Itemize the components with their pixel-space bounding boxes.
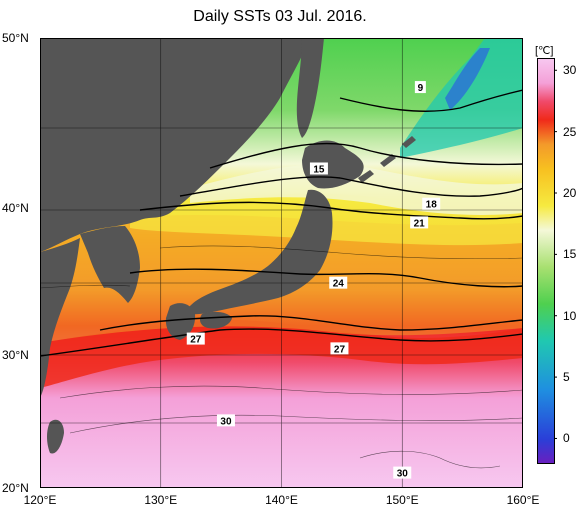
isotherm-lines — [40, 89, 523, 357]
land-shikoku — [200, 311, 232, 329]
land-korea — [80, 226, 140, 303]
lat-label: 20°N — [2, 481, 29, 495]
lon-label: 120°E — [23, 493, 57, 507]
colorbar-fill — [537, 58, 555, 464]
colorbar — [537, 58, 557, 464]
contour-label: 18 — [422, 197, 441, 211]
isotherm-lines-thin — [40, 245, 523, 469]
lon-label: 130°E — [144, 493, 178, 507]
coldest-water-patch — [445, 48, 490, 110]
land-kyushu — [165, 303, 196, 340]
colorbar-tick-marks — [554, 69, 557, 439]
lon-label: 140°E — [265, 493, 298, 507]
lat-label: 30°N — [2, 348, 29, 363]
lat-label: 40°N — [2, 201, 29, 216]
colorbar-tick-label: 15 — [563, 247, 577, 262]
colorbar-tick-label: 20 — [563, 186, 577, 200]
land-kuril-islands — [358, 136, 416, 183]
contour-label-text: 9 — [418, 83, 424, 94]
colorbar-tick-label: 0 — [563, 431, 570, 446]
colorbar-unit: [℃] — [535, 45, 554, 57]
contour-label: 27 — [186, 332, 205, 346]
lat-label: 50°N — [2, 31, 29, 45]
contour-label: 9 — [414, 81, 426, 94]
contour-label: 15 — [309, 162, 328, 175]
contour-label: 24 — [329, 276, 348, 290]
land-asia — [40, 38, 310, 252]
contour-label-text: 27 — [334, 344, 346, 355]
land-sakhalin — [296, 38, 324, 138]
lon-label: 160°E — [506, 493, 540, 507]
colorbar-tick-label: 30 — [563, 63, 577, 78]
contour-label: 30 — [216, 414, 235, 427]
colorbar-tick-label: 25 — [563, 124, 577, 139]
land-taiwan — [47, 419, 64, 454]
contour-label-text: 18 — [426, 200, 438, 211]
map-title: Daily SSTs 03 Jul. 2016. — [193, 8, 367, 25]
contour-label-text: 21 — [414, 218, 426, 229]
contour-label-text: 27 — [190, 335, 202, 346]
contour-label-text: 30 — [220, 416, 232, 427]
land-china-coast — [40, 238, 80, 398]
colorbar-tick-label: 5 — [563, 370, 570, 385]
lon-label: 150°E — [385, 493, 419, 507]
contour-label: 30 — [393, 466, 412, 480]
contour-label-text: 30 — [397, 469, 409, 480]
colorbar-tick-label: 10 — [563, 308, 577, 323]
contour-label: 21 — [410, 216, 429, 229]
contour-label-text: 15 — [313, 164, 325, 175]
map-border — [40, 38, 523, 488]
graticule — [40, 38, 523, 488]
contour-label: 27 — [330, 342, 349, 355]
contour-label-text: 24 — [333, 279, 345, 290]
